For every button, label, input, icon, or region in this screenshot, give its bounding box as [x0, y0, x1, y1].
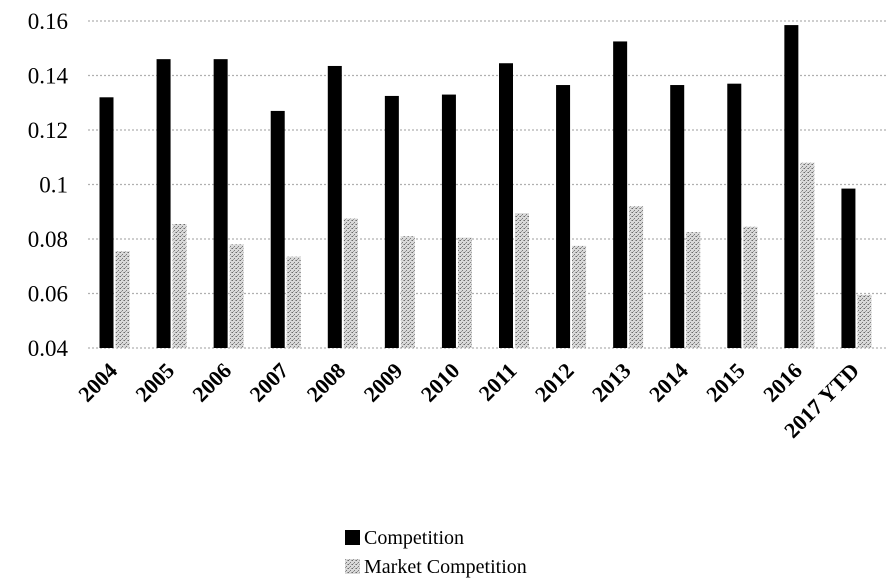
bar-competition	[613, 41, 628, 348]
bar-market-competition	[400, 236, 415, 348]
bar-market-competition	[743, 226, 758, 348]
y-tick-label: 0.16	[28, 9, 68, 34]
bar-competition	[384, 95, 399, 348]
x-category-label: 2010	[416, 358, 465, 407]
bar-competition	[327, 65, 342, 349]
bar-competition	[499, 63, 513, 349]
x-category-label: 2014	[644, 358, 693, 407]
y-tick-label: 0.06	[28, 282, 68, 307]
bar-market-competition	[572, 245, 587, 348]
y-tick-label: 0.14	[28, 64, 69, 89]
legend-swatch	[345, 530, 360, 545]
bars	[99, 25, 872, 349]
x-category-label: 2007	[244, 358, 293, 407]
x-category-label: 2015	[701, 358, 750, 407]
x-category-label: 2008	[302, 358, 351, 407]
gridlines	[88, 20, 887, 349]
bar-market-competition	[115, 251, 130, 348]
y-tick-label: 0.08	[28, 227, 68, 252]
y-tick-label: 0.1	[39, 173, 68, 198]
bar-market-competition	[286, 256, 301, 348]
bar-competition	[270, 110, 285, 348]
bar-market-competition	[515, 213, 529, 348]
bar-market-competition	[229, 244, 244, 348]
x-category-label: 2004	[73, 358, 122, 407]
bar-competition	[441, 94, 456, 348]
bar-competition	[784, 25, 799, 349]
bar-market-competition	[629, 206, 644, 348]
legend-label: Competition	[364, 527, 464, 549]
x-category-label: 2011	[474, 358, 522, 406]
x-category-label: 2013	[587, 358, 636, 407]
y-axis-tick-labels: 0.04 0.06 0.08 0.1 0.12 0.14 0.16	[28, 9, 69, 361]
bar-market-competition	[800, 162, 815, 348]
x-category-label: 2016	[758, 358, 807, 407]
bar-competition	[841, 188, 856, 348]
bar-competition	[156, 59, 171, 349]
x-category-label: 2005	[130, 358, 179, 407]
bar-competition	[670, 85, 685, 348]
x-axis-category-labels: 2004 2005 2006 2007 2008 2009 2010 2011 2012 2013…	[73, 358, 864, 443]
legend: Competition Market Competition	[345, 527, 527, 578]
bar-market-competition	[343, 218, 358, 348]
x-category-label: 2012	[530, 358, 579, 407]
legend-label: Market Competition	[364, 556, 527, 578]
bar-market-competition	[686, 232, 701, 348]
x-category-label: 2006	[187, 358, 236, 407]
bar-market-competition	[457, 237, 472, 348]
y-tick-label: 0.12	[28, 118, 68, 143]
bar-competition	[556, 85, 571, 348]
bar-competition	[99, 97, 114, 348]
x-category-label: 2009	[359, 358, 408, 407]
bar-market-competition	[172, 224, 187, 348]
bar-competition	[213, 59, 228, 349]
y-tick-label: 0.04	[28, 336, 69, 361]
legend-swatch	[345, 559, 360, 574]
bar-market-competition	[857, 294, 872, 348]
bar-competition	[727, 83, 742, 349]
